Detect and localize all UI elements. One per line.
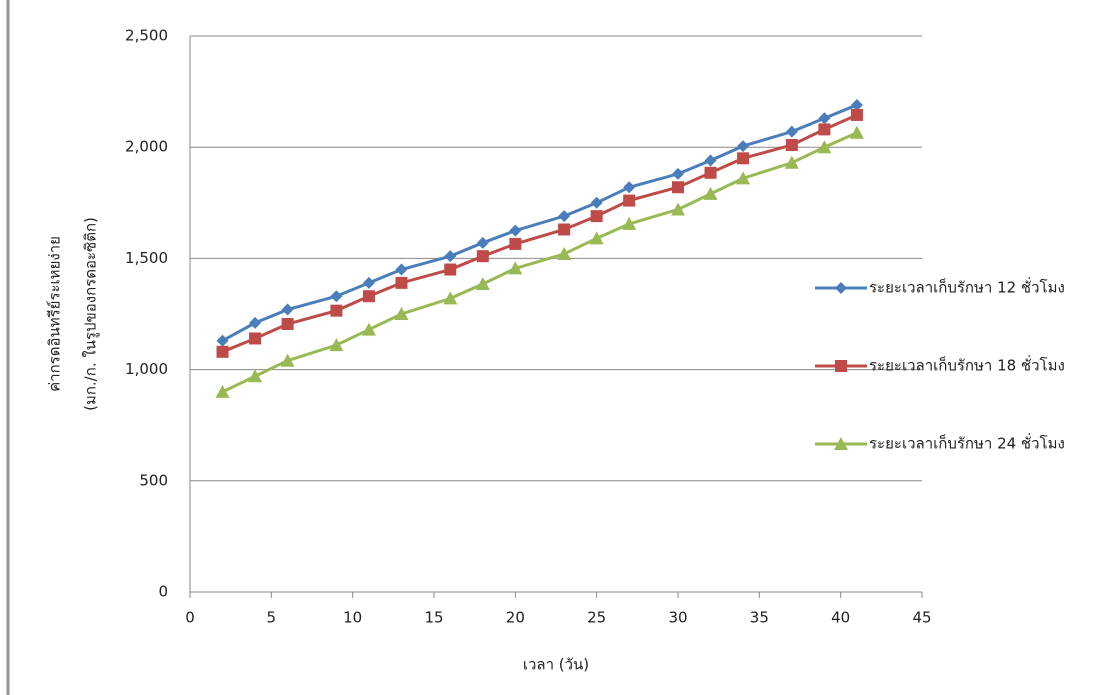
marker — [216, 334, 229, 347]
marker — [249, 316, 262, 329]
marker — [672, 167, 684, 180]
series-line — [221, 103, 858, 343]
y-tick-label: 500 — [139, 471, 168, 489]
legend-marker — [835, 282, 847, 294]
y-axis-title: (มก./ก. ในรูปของกรดอะซิติก) — [82, 217, 100, 411]
marker — [476, 236, 489, 249]
marker — [509, 237, 522, 250]
marker — [329, 338, 344, 352]
marker — [817, 140, 832, 154]
marker — [215, 384, 230, 398]
marker — [280, 353, 295, 367]
marker — [395, 276, 408, 289]
legend-marker — [834, 437, 848, 450]
marker — [623, 181, 636, 194]
series-line — [221, 113, 858, 354]
marker — [784, 155, 799, 169]
marker — [394, 307, 409, 320]
marker — [444, 250, 457, 263]
y-tick-label: 2,000 — [125, 138, 168, 156]
marker — [249, 332, 262, 345]
x-tick-label: 20 — [506, 609, 525, 627]
marker — [849, 125, 864, 139]
marker — [672, 181, 684, 194]
x-tick-label: 40 — [831, 609, 850, 627]
marker — [785, 125, 798, 138]
marker — [443, 291, 458, 305]
x-tick-label: 25 — [587, 609, 606, 627]
marker — [703, 186, 718, 200]
marker — [850, 98, 863, 111]
x-tick-label: 30 — [668, 609, 687, 627]
marker — [818, 123, 831, 136]
y-tick-label: 1,500 — [125, 249, 168, 267]
marker — [509, 224, 522, 237]
x-tick-label: 35 — [750, 609, 769, 627]
marker — [622, 216, 637, 230]
marker — [248, 369, 263, 383]
marker — [362, 276, 375, 289]
marker — [557, 246, 572, 260]
marker — [737, 140, 750, 153]
marker — [623, 194, 636, 207]
marker — [704, 166, 717, 179]
y-tick-label: 2,500 — [125, 27, 168, 45]
x-axis-title: เวลา (วัน) — [523, 656, 589, 674]
marker — [281, 303, 294, 316]
marker — [281, 318, 294, 331]
x-tick-label: 0 — [185, 609, 195, 627]
y-axis-title: ค่ากรดอินทรีย์ระเหยง่าย — [46, 236, 64, 392]
marker — [818, 112, 831, 125]
marker — [475, 276, 490, 290]
x-tick-label: 15 — [424, 609, 443, 627]
series-line — [221, 131, 858, 394]
marker — [216, 345, 229, 358]
marker — [330, 290, 343, 303]
marker — [590, 210, 603, 223]
marker — [850, 108, 863, 121]
marker — [361, 322, 376, 336]
legend-label: ระยะเวลาเก็บรักษา 24 ชั่วโมง — [869, 433, 1065, 453]
marker — [476, 250, 489, 263]
x-tick-label: 5 — [267, 609, 277, 627]
marker — [362, 290, 375, 303]
marker — [558, 210, 571, 223]
marker — [558, 223, 571, 236]
marker — [737, 152, 750, 165]
legend-label: ระยะเวลาเก็บรักษา 12 ชั่วโมง — [869, 277, 1065, 297]
x-tick-label: 45 — [912, 609, 931, 627]
y-tick-label: 0 — [158, 583, 168, 601]
marker — [704, 154, 717, 167]
marker — [785, 138, 798, 151]
legend-label: ระยะเวลาเก็บรักษา 18 ชั่วโมง — [869, 355, 1065, 375]
marker — [395, 263, 408, 276]
marker — [671, 202, 685, 216]
marker — [508, 261, 523, 275]
legend-marker — [835, 360, 847, 372]
marker — [736, 171, 751, 185]
marker — [330, 304, 343, 317]
marker — [444, 263, 457, 276]
x-tick-label: 10 — [343, 609, 362, 627]
marker — [590, 196, 603, 209]
marker — [589, 231, 604, 245]
y-tick-label: 1,000 — [125, 360, 168, 378]
